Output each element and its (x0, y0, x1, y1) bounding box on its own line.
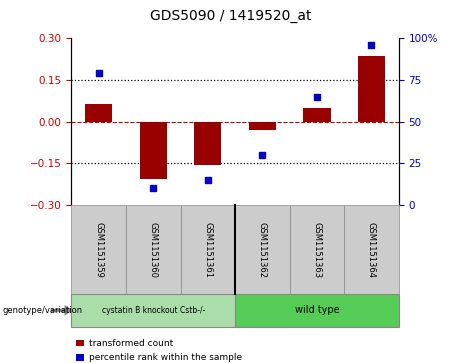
Point (313, 94, 321, 99)
Bar (249, 122, 276, 130)
Bar (194, 122, 221, 165)
Text: cystatin B knockout Cstb-/-: cystatin B knockout Cstb-/- (101, 306, 205, 315)
Text: percentile rank within the sample: percentile rank within the sample (89, 353, 242, 362)
Point (204, 177, 212, 183)
Text: GDS5090 / 1419520_at: GDS5090 / 1419520_at (150, 9, 311, 23)
Text: GSM1151363: GSM1151363 (313, 221, 321, 278)
Point (149, 185, 157, 191)
Bar (140, 122, 167, 179)
Bar (358, 56, 385, 122)
Point (368, 42, 375, 48)
Bar (85, 103, 112, 122)
Point (259, 152, 266, 158)
Text: GSM1151362: GSM1151362 (258, 221, 267, 278)
Text: wild type: wild type (295, 305, 339, 315)
Text: GSM1151364: GSM1151364 (367, 221, 376, 278)
Bar (303, 108, 331, 122)
Text: transformed count: transformed count (89, 339, 173, 347)
Point (95, 70, 102, 76)
Text: GSM1151361: GSM1151361 (203, 221, 213, 278)
Text: GSM1151360: GSM1151360 (149, 221, 158, 278)
Text: GSM1151359: GSM1151359 (94, 222, 103, 277)
Text: genotype/variation: genotype/variation (2, 306, 83, 315)
